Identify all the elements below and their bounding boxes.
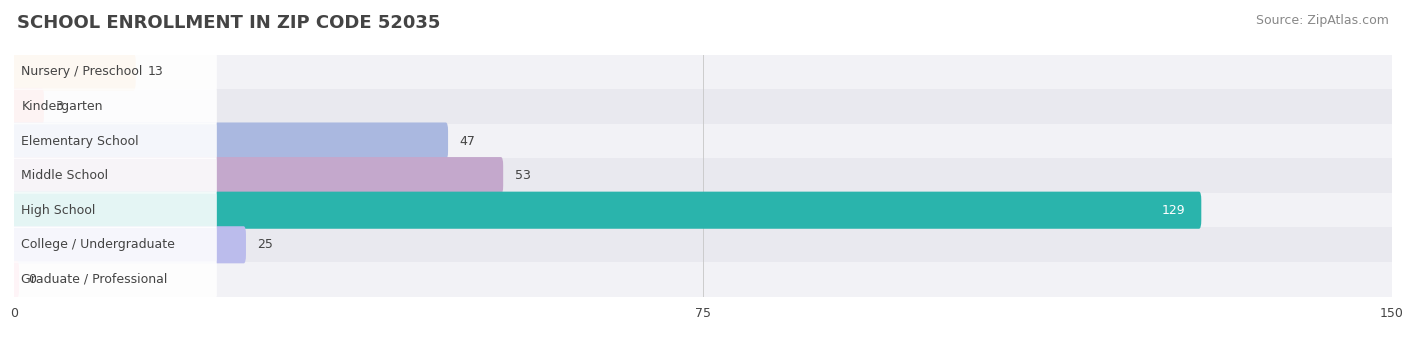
Text: Elementary School: Elementary School: [21, 135, 139, 148]
Text: 13: 13: [148, 65, 163, 78]
Text: SCHOOL ENROLLMENT IN ZIP CODE 52035: SCHOOL ENROLLMENT IN ZIP CODE 52035: [17, 14, 440, 32]
Text: High School: High School: [21, 204, 96, 217]
FancyBboxPatch shape: [11, 261, 20, 298]
FancyBboxPatch shape: [11, 122, 449, 160]
Bar: [14, 158, 1392, 193]
Bar: [14, 193, 1392, 227]
Bar: [14, 227, 1392, 262]
FancyBboxPatch shape: [13, 123, 217, 159]
Text: 3: 3: [55, 100, 63, 113]
Bar: [14, 124, 1392, 158]
Text: Source: ZipAtlas.com: Source: ZipAtlas.com: [1256, 14, 1389, 27]
FancyBboxPatch shape: [11, 53, 136, 90]
Text: College / Undergraduate: College / Undergraduate: [21, 238, 176, 251]
FancyBboxPatch shape: [13, 192, 217, 228]
Text: Kindergarten: Kindergarten: [21, 100, 103, 113]
Text: Graduate / Professional: Graduate / Professional: [21, 273, 167, 286]
FancyBboxPatch shape: [13, 262, 217, 297]
Bar: [14, 89, 1392, 124]
FancyBboxPatch shape: [13, 54, 217, 90]
Text: 47: 47: [460, 135, 475, 148]
FancyBboxPatch shape: [11, 88, 44, 125]
Text: Middle School: Middle School: [21, 169, 108, 182]
Text: 53: 53: [515, 169, 530, 182]
FancyBboxPatch shape: [13, 227, 217, 263]
Text: Nursery / Preschool: Nursery / Preschool: [21, 65, 143, 78]
Bar: [14, 55, 1392, 89]
FancyBboxPatch shape: [13, 89, 217, 124]
FancyBboxPatch shape: [13, 158, 217, 193]
FancyBboxPatch shape: [11, 192, 1201, 229]
Text: 129: 129: [1161, 204, 1185, 217]
Bar: [14, 262, 1392, 297]
Text: 25: 25: [257, 238, 273, 251]
FancyBboxPatch shape: [11, 226, 246, 263]
FancyBboxPatch shape: [11, 157, 503, 194]
Text: 0: 0: [28, 273, 35, 286]
